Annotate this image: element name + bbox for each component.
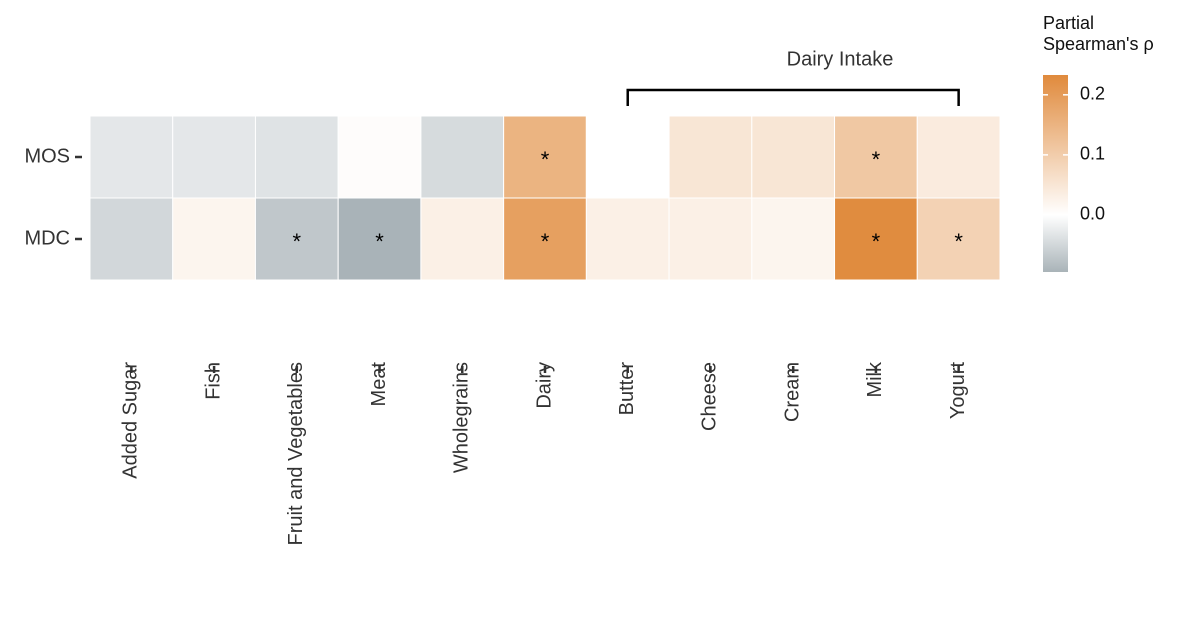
legend-title: Partial: [1043, 13, 1094, 33]
colorbar-tick-label: 0.2: [1080, 84, 1105, 104]
significance-label: *: [375, 229, 384, 254]
x-tick-label: Milk: [864, 361, 886, 398]
heatmap-cell: [916, 197, 1001, 281]
heatmap-cell: [668, 115, 753, 199]
heatmap-cell: [89, 197, 174, 281]
x-tick-label: Cream: [781, 362, 803, 422]
heatmap-cell: [254, 115, 339, 199]
significance-label: *: [872, 147, 881, 172]
y-tick-label: MOS: [24, 145, 70, 167]
significance-label: *: [954, 229, 963, 254]
heatmap-cell: [834, 197, 918, 281]
significance-label: *: [541, 229, 550, 254]
x-tick-label: Dairy: [533, 362, 555, 409]
heatmap-cell: [585, 197, 670, 281]
x-tick-label: Cheese: [699, 362, 721, 431]
heatmap-cell: [337, 115, 422, 199]
bracket-label: Dairy Intake: [787, 48, 894, 70]
heatmap-cell: [751, 197, 836, 281]
y-tick-label: MDC: [24, 227, 70, 249]
heatmap-cell: [420, 115, 505, 199]
heatmap-cell: [89, 115, 174, 199]
x-tick-label: Added Sugar: [120, 362, 142, 479]
x-tick-label: Meat: [368, 362, 390, 407]
heatmap-cell: [834, 115, 918, 199]
x-tick-label: Yogurt: [947, 362, 969, 420]
colorbar-tick-label: 0.1: [1080, 144, 1105, 164]
heatmap-cell: [254, 197, 339, 281]
x-tick-label: Fish: [202, 362, 224, 400]
x-tick-label: Butter: [616, 362, 638, 416]
significance-label: *: [872, 229, 881, 254]
x-tick-label: Wholegrains: [451, 362, 473, 473]
bracket: [626, 88, 960, 106]
legend-title: Spearman's ρ: [1043, 34, 1154, 54]
heatmap-cell: [585, 115, 670, 199]
significance-label: *: [541, 147, 550, 172]
heatmap-cell: [668, 197, 753, 281]
significance-label: *: [293, 229, 302, 254]
heatmap-cell: [172, 115, 256, 199]
heatmap-cell: [751, 115, 836, 199]
heatmap-cell: [420, 197, 505, 281]
colorbar: [1043, 75, 1068, 272]
x-tick-label: Fruit and Vegetables: [285, 362, 307, 545]
heatmap-cell: [916, 115, 1001, 199]
heatmap-cell: [172, 197, 256, 281]
colorbar-tick-label: 0.0: [1080, 204, 1105, 224]
heatmap-cell: [337, 197, 422, 281]
